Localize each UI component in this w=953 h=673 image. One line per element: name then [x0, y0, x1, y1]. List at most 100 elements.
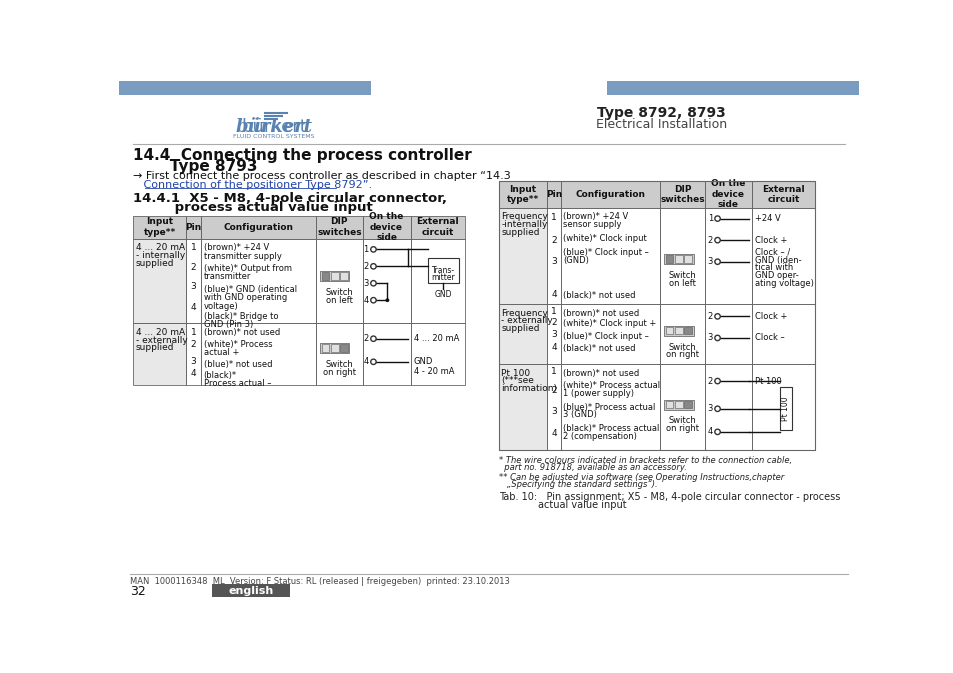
Circle shape	[714, 259, 720, 264]
Bar	[321, 345, 329, 352]
Bar	[321, 272, 329, 280]
Bar	[498, 304, 546, 364]
Circle shape	[371, 359, 375, 365]
Text: 1: 1	[551, 367, 557, 376]
Bar	[186, 215, 201, 239]
Bar	[498, 364, 546, 450]
Bar	[315, 215, 362, 239]
Text: (blue)* Process actual: (blue)* Process actual	[562, 402, 655, 412]
Text: - externally: - externally	[135, 336, 187, 345]
Text: 4: 4	[363, 357, 369, 366]
Text: FLUID CONTROL SYSTEMS: FLUID CONTROL SYSTEMS	[233, 134, 314, 139]
Text: 14.4  Connecting the process controller: 14.4 Connecting the process controller	[133, 148, 472, 163]
Bar	[665, 400, 673, 409]
Bar	[315, 239, 362, 323]
Text: GND: GND	[414, 357, 433, 366]
Bar	[751, 304, 815, 364]
Circle shape	[714, 429, 720, 435]
Bar	[546, 304, 560, 364]
Bar	[606, 81, 858, 95]
Text: (white)* Process: (white)* Process	[204, 341, 272, 349]
Circle shape	[371, 264, 375, 269]
Bar	[659, 208, 704, 304]
Bar	[315, 215, 362, 239]
Text: transmitter supply: transmitter supply	[204, 252, 281, 260]
Text: Pin: Pin	[185, 223, 202, 232]
Text: Switch: Switch	[668, 343, 696, 351]
Text: (black)* Bridge to: (black)* Bridge to	[204, 312, 278, 321]
Text: supplied: supplied	[500, 228, 539, 237]
Bar	[201, 323, 315, 385]
Text: 2 (compensation): 2 (compensation)	[562, 432, 637, 441]
Bar	[674, 255, 682, 263]
Text: 4: 4	[363, 295, 369, 305]
Text: GND (Pin 3): GND (Pin 3)	[204, 320, 253, 329]
Bar	[212, 583, 290, 598]
Text: Input
type**: Input type**	[143, 217, 175, 237]
Text: Switch: Switch	[668, 417, 696, 425]
Text: bürkert: bürkert	[241, 118, 307, 136]
Text: Configuration: Configuration	[224, 223, 294, 232]
Circle shape	[385, 298, 389, 302]
Text: ** Can be adjusted via software (see Operating Instructions,chapter: ** Can be adjusted via software (see Ope…	[498, 472, 783, 482]
Bar	[362, 215, 410, 239]
Text: 3: 3	[707, 404, 712, 413]
Text: (blue)* GND (identical: (blue)* GND (identical	[204, 285, 296, 294]
Text: → First connect the process controller as described in chapter “14.3: → First connect the process controller a…	[133, 171, 511, 181]
Text: Pt 100: Pt 100	[754, 377, 781, 386]
Bar	[546, 364, 560, 450]
Text: (GND): (GND)	[562, 256, 589, 264]
Text: Type 8793: Type 8793	[133, 159, 257, 174]
Text: on right: on right	[322, 368, 355, 377]
Text: 14.4.1  X5 - M8, 4-pole circular connector,: 14.4.1 X5 - M8, 4-pole circular connecto…	[133, 192, 447, 205]
Text: (blue)* Clock input –: (blue)* Clock input –	[562, 332, 649, 341]
Text: Connection of the positioner Type 8792”.: Connection of the positioner Type 8792”.	[133, 180, 372, 190]
Text: mitter: mitter	[431, 273, 455, 282]
Text: (black)*: (black)*	[204, 371, 236, 380]
Text: Switch: Switch	[668, 271, 696, 280]
Bar	[560, 364, 659, 450]
Bar	[319, 271, 349, 281]
Text: Switch: Switch	[325, 288, 353, 297]
Bar	[133, 323, 186, 385]
Text: 4 ... 20 mA: 4 ... 20 mA	[135, 328, 185, 337]
Bar	[498, 208, 546, 304]
Bar	[340, 272, 348, 280]
Circle shape	[371, 297, 375, 303]
Bar	[663, 326, 693, 336]
Bar	[319, 343, 349, 353]
Bar	[546, 208, 560, 304]
Bar	[659, 364, 704, 450]
Text: 1: 1	[191, 328, 196, 337]
Text: 2: 2	[363, 262, 369, 271]
Text: (brown)* not used: (brown)* not used	[204, 328, 279, 337]
Text: (black)* Process actual: (black)* Process actual	[562, 424, 659, 433]
Text: on left: on left	[326, 295, 353, 305]
Text: sensor supply: sensor supply	[562, 220, 621, 229]
Text: 4 - 20 mA: 4 - 20 mA	[414, 367, 454, 376]
Bar	[201, 215, 315, 239]
Text: on left: on left	[669, 279, 696, 287]
Bar	[331, 345, 338, 352]
Text: 4: 4	[551, 429, 557, 438]
Text: supplied: supplied	[135, 343, 173, 353]
Text: Configuration: Configuration	[575, 190, 645, 199]
Bar	[659, 181, 704, 208]
Text: 3: 3	[191, 357, 196, 366]
Text: 4: 4	[191, 304, 196, 312]
Text: On the
device
side: On the device side	[711, 180, 745, 209]
Bar	[683, 255, 691, 263]
Text: 3: 3	[363, 279, 369, 288]
Bar	[498, 181, 546, 208]
Text: 2: 2	[551, 236, 557, 245]
Text: Pin: Pin	[545, 190, 561, 199]
Bar	[704, 181, 751, 208]
Text: Pt 100: Pt 100	[500, 369, 530, 378]
Text: 3: 3	[191, 282, 196, 291]
Text: tical with: tical with	[754, 263, 792, 273]
Text: 4: 4	[191, 369, 196, 378]
Text: 1: 1	[707, 214, 712, 223]
Bar	[410, 323, 464, 385]
Bar	[362, 215, 410, 239]
Text: Clock +: Clock +	[754, 312, 786, 321]
